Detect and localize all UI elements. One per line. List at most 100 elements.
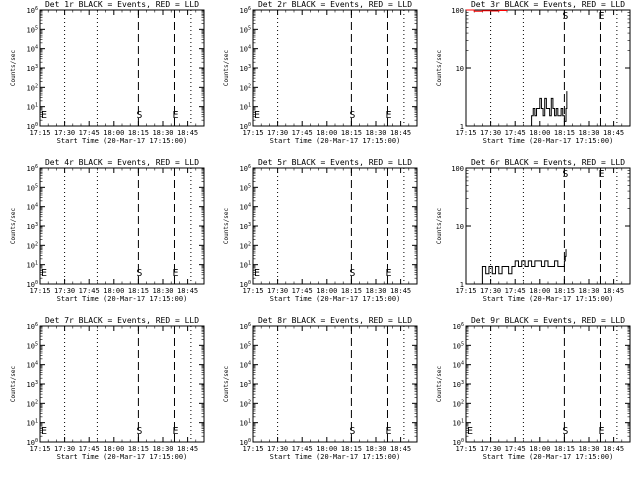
x-tick-label: 17:15 <box>29 445 50 453</box>
y-axis-label: Counts/sec <box>223 208 230 245</box>
x-tick-label: 18:00 <box>316 445 337 453</box>
y-tick-label: 101 <box>240 419 251 428</box>
event-marker-label: S <box>349 268 355 279</box>
x-tick-label: 18:15 <box>128 129 149 137</box>
y-tick-label: 10 <box>456 223 464 231</box>
x-tick-label: 17:30 <box>480 129 501 137</box>
plot-frame <box>40 326 204 442</box>
y-tick-label: 102 <box>27 241 38 250</box>
event-marker-label: E <box>172 110 178 121</box>
y-tick-label: 106 <box>240 164 251 173</box>
y-axis-label: Counts/sec <box>10 366 17 403</box>
event-marker-label: E <box>172 426 178 437</box>
y-tick-label: 102 <box>453 399 464 408</box>
panel-title: Det 5r BLACK = Events, RED = LLD <box>258 158 412 167</box>
y-tick-label: 104 <box>240 203 251 212</box>
x-tick-label: 17:15 <box>242 129 263 137</box>
x-tick-label: 18:45 <box>177 445 198 453</box>
x-tick-label: 18:30 <box>578 129 599 137</box>
x-tick-label: 18:00 <box>103 129 124 137</box>
x-axis-label: Start Time (20-Mar-17 17:15:00) <box>270 295 401 303</box>
y-tick-label: 105 <box>240 25 251 34</box>
x-tick-label: 17:15 <box>29 287 50 295</box>
y-tick-label: 106 <box>27 164 38 173</box>
y-tick-label: 100 <box>451 7 464 15</box>
edge-marker-label: E <box>41 110 47 121</box>
x-tick-label: 18:00 <box>103 445 124 453</box>
y-tick-label: 105 <box>240 341 251 350</box>
y-tick-label: 103 <box>240 222 251 231</box>
y-tick-label: 104 <box>240 361 251 370</box>
x-tick-label: 18:30 <box>152 445 173 453</box>
panel-title: Det 2r BLACK = Events, RED = LLD <box>258 0 412 9</box>
y-tick-label: 105 <box>27 25 38 34</box>
x-tick-label: 18:15 <box>554 445 575 453</box>
y-tick-label: 103 <box>453 380 464 389</box>
y-tick-label: 105 <box>240 183 251 192</box>
y-tick-label: 105 <box>453 341 464 350</box>
event-marker-label: E <box>172 268 178 279</box>
x-axis-label: Start Time (20-Mar-17 17:15:00) <box>57 295 188 303</box>
x-tick-label: 18:30 <box>152 129 173 137</box>
y-axis-label: Counts/sec <box>223 50 230 87</box>
event-marker-label: S <box>562 169 568 180</box>
event-marker-label: S <box>562 11 568 22</box>
event-marker-label: E <box>385 268 391 279</box>
x-tick-label: 18:45 <box>603 445 624 453</box>
x-tick-label: 17:30 <box>54 445 75 453</box>
plot-frame <box>253 10 417 126</box>
x-tick-label: 18:30 <box>365 445 386 453</box>
x-tick-label: 18:45 <box>390 445 411 453</box>
edge-marker-label: E <box>254 110 260 121</box>
y-tick-label: 102 <box>240 241 251 250</box>
x-axis-label: Start Time (20-Mar-17 17:15:00) <box>270 137 401 145</box>
event-marker-label: S <box>562 426 568 437</box>
y-tick-label: 104 <box>27 361 38 370</box>
y-tick-label: 104 <box>453 361 464 370</box>
y-tick-label: 103 <box>240 380 251 389</box>
panel-title: Det 6r BLACK = Events, RED = LLD <box>471 158 625 167</box>
x-tick-label: 18:45 <box>390 287 411 295</box>
y-tick-label: 105 <box>27 183 38 192</box>
panel-det6r: Det 6r BLACK = Events, RED = LLD10010117… <box>436 158 630 303</box>
x-tick-label: 18:00 <box>103 287 124 295</box>
y-tick-label: 106 <box>240 6 251 15</box>
y-tick-label: 105 <box>27 341 38 350</box>
x-tick-label: 17:45 <box>505 129 526 137</box>
x-tick-label: 17:15 <box>242 287 263 295</box>
x-tick-label: 18:15 <box>128 445 149 453</box>
event-marker-label: E <box>598 426 604 437</box>
plot-frame <box>466 326 630 442</box>
x-tick-label: 17:45 <box>292 287 313 295</box>
event-marker-label: E <box>598 11 604 22</box>
y-axis-label: Counts/sec <box>10 50 17 87</box>
y-tick-label: 101 <box>240 103 251 112</box>
panel-det4r: Det 4r BLACK = Events, RED = LLD 100 101 10… <box>10 158 204 303</box>
x-tick-label: 17:45 <box>292 129 313 137</box>
y-tick-label: 100 <box>451 165 464 173</box>
x-tick-label: 18:00 <box>529 445 550 453</box>
y-tick-label: 106 <box>27 6 38 15</box>
event-marker-label: S <box>349 110 355 121</box>
y-tick-label: 101 <box>27 419 38 428</box>
x-tick-label: 17:15 <box>455 129 476 137</box>
x-tick-label: 18:15 <box>554 129 575 137</box>
x-axis-label: Start Time (20-Mar-17 17:15:00) <box>57 453 188 461</box>
x-tick-label: 18:00 <box>529 129 550 137</box>
event-marker-label: S <box>349 426 355 437</box>
panel-det2r: Det 2r BLACK = Events, RED = LLD 100 101 10… <box>223 0 417 145</box>
x-tick-label: 17:45 <box>505 287 526 295</box>
y-tick-label: 102 <box>27 399 38 408</box>
x-tick-label: 17:30 <box>480 445 501 453</box>
y-tick-label: 101 <box>240 261 251 270</box>
x-tick-label: 18:15 <box>341 287 362 295</box>
x-tick-label: 17:30 <box>267 129 288 137</box>
y-axis-label: Counts/sec <box>223 366 230 403</box>
x-axis-label: Start Time (20-Mar-17 17:15:00) <box>483 137 614 145</box>
x-axis-label: Start Time (20-Mar-17 17:15:00) <box>483 453 614 461</box>
x-tick-label: 18:15 <box>341 445 362 453</box>
plot-frame <box>40 10 204 126</box>
x-tick-label: 17:45 <box>79 129 100 137</box>
x-tick-label: 17:45 <box>505 445 526 453</box>
x-axis-label: Start Time (20-Mar-17 17:15:00) <box>270 453 401 461</box>
